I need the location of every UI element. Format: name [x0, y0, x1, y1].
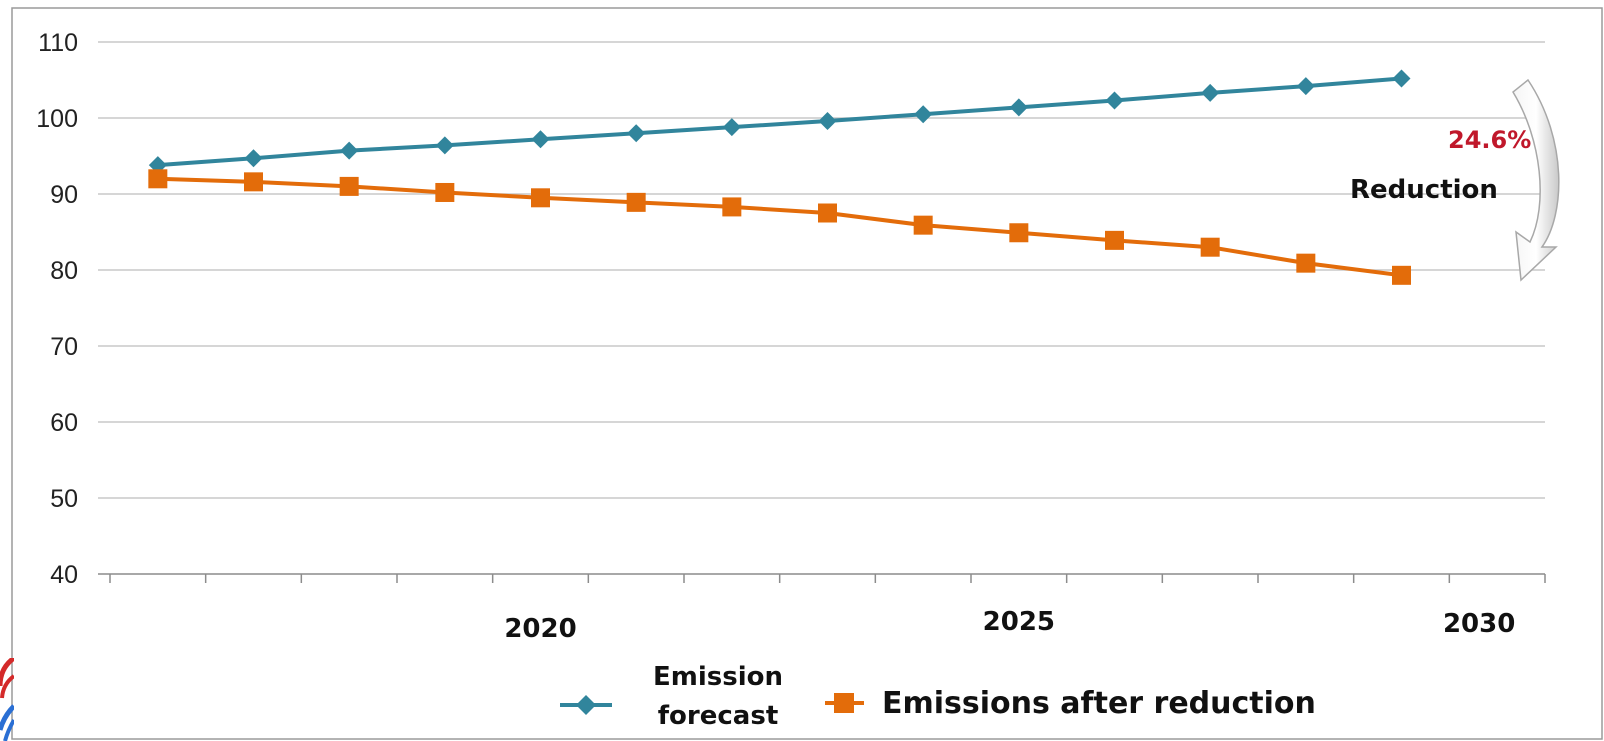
- point-emissions-after-reduction-2020: [531, 188, 550, 208]
- point-emission-forecast-2029: [1392, 69, 1411, 88]
- legend-label-emission-forecast-line-1: Emission: [653, 662, 783, 692]
- point-emission-forecast-2018: [340, 141, 359, 160]
- y-tick-label: 100: [36, 105, 78, 133]
- point-emissions-after-reduction-2028: [1296, 253, 1316, 273]
- reduction-percent: 24.6%: [1448, 126, 1531, 154]
- series-layer: [148, 69, 1411, 285]
- point-emission-forecast-2024: [914, 105, 933, 124]
- point-emissions-after-reduction-2026: [1105, 230, 1124, 250]
- point-emissions-after-reduction-2018: [339, 176, 359, 196]
- chart-frame: [11, 7, 1603, 740]
- x-axis-tick-labels: 2020 2025 2030: [504, 607, 1515, 644]
- point-emission-forecast-2017: [244, 149, 263, 168]
- reduction-label: Reduction: [1350, 175, 1498, 205]
- series-line-emissions-after-reduction: [157, 176, 1402, 278]
- point-emission-forecast-2020: [531, 130, 550, 149]
- legend-marker-emission-forecast: [576, 695, 596, 715]
- y-tick-label: 110: [38, 29, 78, 57]
- point-emission-forecast-2028: [1296, 77, 1315, 96]
- point-emission-forecast-2023: [818, 112, 837, 131]
- point-emissions-after-reduction-2016: [148, 169, 168, 189]
- legend-item-emissions-after-reduction: Emissions after reduction: [825, 686, 1316, 721]
- point-emissions-after-reduction-2025: [1009, 223, 1029, 243]
- y-tick-label: 70: [50, 333, 78, 361]
- x-tick-label-2030: 2030: [1443, 609, 1515, 639]
- reduction-arrow: [1512, 78, 1560, 282]
- point-emission-forecast-2019: [435, 136, 454, 155]
- point-emissions-after-reduction-2022: [722, 197, 742, 217]
- legend: Emission forecast Emissions after reduct…: [560, 662, 1316, 731]
- point-emissions-after-reduction-2017: [244, 172, 263, 192]
- point-emissions-after-reduction-2024: [913, 215, 933, 235]
- point-emission-forecast-2021: [627, 124, 646, 143]
- legend-item-emission-forecast: Emission forecast: [560, 662, 783, 731]
- y-tick-label: 50: [50, 485, 78, 513]
- x-tick-label-2025: 2025: [983, 607, 1055, 637]
- legend-marker-emissions-after-reduction: [834, 693, 854, 713]
- x-tick-label-2020: 2020: [504, 614, 576, 644]
- point-emission-forecast-2027: [1201, 83, 1220, 102]
- point-emissions-after-reduction-2029: [1392, 265, 1411, 285]
- point-emissions-after-reduction-2023: [818, 203, 837, 223]
- y-axis-tick-labels: 40 50 60 70 80 90 100 110: [36, 29, 78, 589]
- point-emissions-after-reduction-2027: [1200, 237, 1220, 257]
- y-tick-label: 60: [50, 409, 78, 437]
- legend-label-emission-forecast-line-2: forecast: [658, 701, 779, 731]
- point-emission-forecast-2025: [1009, 98, 1028, 117]
- y-tick-label: 40: [50, 561, 78, 589]
- legend-label-emissions-after-reduction: Emissions after reduction: [882, 686, 1316, 721]
- point-emission-forecast-2022: [722, 118, 741, 137]
- point-emission-forecast-2026: [1105, 91, 1124, 110]
- point-emissions-after-reduction-2021: [626, 192, 646, 212]
- y-tick-label: 80: [50, 257, 78, 285]
- y-tick-label: 90: [50, 181, 78, 209]
- logo-fragment: [0, 658, 14, 741]
- x-axis: [109, 574, 1546, 583]
- series-line-emission-forecast: [157, 76, 1402, 168]
- point-emissions-after-reduction-2019: [435, 182, 455, 202]
